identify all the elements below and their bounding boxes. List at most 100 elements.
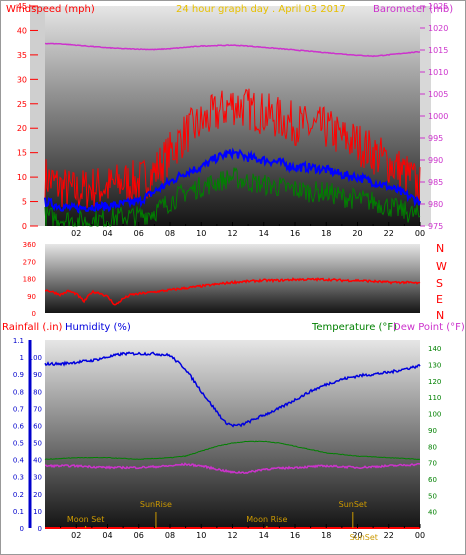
- climate-panel-bg: [45, 340, 420, 528]
- climate-x-tick-label: 08: [165, 531, 175, 540]
- humidity-y-tick-label: 10: [33, 508, 42, 516]
- temp-y-tick-label: 100: [428, 411, 441, 419]
- climate-x-tick-label: 14: [259, 531, 269, 540]
- rain-y-tick-label: 0.7: [13, 405, 24, 413]
- humidity-y-tick-label: 90: [33, 371, 42, 379]
- climate-x-tick-label: 06: [134, 531, 144, 540]
- baro-y-tick-label: 1015: [428, 46, 448, 55]
- event-label: SunRise: [140, 500, 172, 509]
- temp-y-tick-label: 70: [428, 460, 437, 468]
- temp-y-tick-label: 90: [428, 427, 437, 435]
- rain-y-tick-label: 0.8: [13, 388, 24, 396]
- dir-y-tick-label: 0: [32, 310, 36, 318]
- wind-gust-line: [44, 88, 421, 208]
- humidity-y-tick-label: 70: [33, 405, 42, 413]
- humidity-y-tick-label: 60: [33, 422, 42, 430]
- wind-y-tick-label: 45: [17, 2, 27, 11]
- header-center-title: 24 hour graph day . April 03 2017: [176, 4, 346, 15]
- humidity-y-tick-label: 40: [33, 457, 42, 465]
- wind-y-tick-label: 5: [22, 198, 27, 207]
- wind-x-tick-label: 14: [259, 229, 269, 238]
- compass-label-E: E: [436, 293, 443, 306]
- wind-y-tick-label: 25: [17, 100, 27, 109]
- wind-x-tick-label: 22: [384, 229, 394, 238]
- baro-y-tick-label: 995: [428, 134, 443, 143]
- compass-label-N: N: [436, 309, 444, 322]
- wind-y-tick-label: 20: [17, 124, 27, 133]
- dir-y-tick-label: 270: [23, 258, 36, 266]
- wind-x-tick-label: 08: [165, 229, 175, 238]
- dewpoint-axis-title: Dew Point (°F): [393, 322, 465, 333]
- rain-y-tick-label: 1: [20, 354, 24, 362]
- wind-x-tick-label: 06: [134, 229, 144, 238]
- humidity-y-tick-label: 20: [33, 491, 42, 499]
- wind-y-tick-label: 0: [22, 222, 27, 231]
- rain-axis-title: Rainfall (.in): [2, 322, 63, 333]
- humidity-axis-title: Humidity (%): [65, 322, 131, 333]
- baro-y-tick-label: 1000: [428, 112, 448, 121]
- wind-x-tick-label: 04: [102, 229, 112, 238]
- temp-y-tick-label: 110: [428, 394, 441, 402]
- baro-y-tick-label: 1010: [428, 68, 448, 77]
- wind-x-tick-label: 20: [352, 229, 362, 238]
- climate-x-tick-label: 12: [227, 531, 237, 540]
- wind-y-tick-label: 35: [17, 51, 27, 60]
- wind-right-strip: [420, 6, 431, 226]
- wind-low-line: [44, 167, 421, 228]
- event-label: Moon Set: [67, 515, 104, 524]
- baro-y-tick-label: 985: [428, 178, 443, 187]
- climate-x-tick-label: 02: [71, 531, 81, 540]
- rain-y-tick-label: 0.9: [13, 371, 24, 379]
- wind-x-tick-label: 18: [321, 229, 331, 238]
- rain-y-tick-label: 1.1: [13, 337, 24, 345]
- dir-y-tick-label: 180: [23, 276, 36, 284]
- rain-y-tick-label: 0: [20, 525, 24, 533]
- rain-y-tick-label: 0.4: [13, 457, 25, 465]
- wind-direction-line: [45, 277, 421, 306]
- event-label: SunSet: [350, 533, 378, 542]
- baro-y-tick-label: 1025: [428, 2, 448, 11]
- humidity-y-tick-label: 100: [29, 354, 42, 362]
- rain-y-tick-label: 0.2: [13, 491, 24, 499]
- wind-x-tick-label: 12: [227, 229, 237, 238]
- rain-y-tick-label: 0.3: [13, 474, 24, 482]
- barometer-line: [44, 42, 421, 58]
- wind-x-tick-label: 02: [71, 229, 81, 238]
- climate-x-tick-label: 04: [102, 531, 112, 540]
- wind-y-tick-label: 30: [17, 75, 27, 84]
- humidity-y-tick-label: 80: [33, 388, 42, 396]
- wind-average-line: [44, 147, 421, 215]
- dir-y-tick-label: 360: [23, 241, 36, 249]
- baro-y-tick-label: 1005: [428, 90, 448, 99]
- temperature-line: [44, 440, 421, 461]
- rain-y-tick-label: 0.6: [13, 422, 25, 430]
- compass-label-N: N: [436, 242, 444, 255]
- header-right-title: Barometer (mb): [373, 4, 453, 15]
- temp-y-tick-label: 50: [428, 492, 437, 500]
- wind-x-tick-label: 00: [415, 229, 425, 238]
- dir-y-tick-label: 90: [27, 293, 36, 301]
- climate-x-tick-label: 16: [290, 531, 300, 540]
- wind-x-tick-label: 10: [196, 229, 206, 238]
- climate-x-tick-label: 18: [321, 531, 331, 540]
- header-left-title: Windspeed (mph): [6, 4, 95, 15]
- temp-y-tick-label: 60: [428, 476, 437, 484]
- temp-y-tick-label: 140: [428, 345, 441, 353]
- temperature-axis-title: Temperature (°F): [311, 322, 397, 333]
- rain-y-tick-label: 0.1: [13, 508, 24, 516]
- humidity-y-tick-label: 50: [33, 440, 42, 448]
- baro-y-tick-label: 975: [428, 222, 443, 231]
- climate-x-tick-label: 20: [352, 531, 362, 540]
- baro-y-tick-label: 980: [428, 200, 443, 209]
- event-label: Moon Rise: [246, 515, 287, 524]
- climate-x-tick-label: 22: [384, 531, 394, 540]
- wind-left-strip: [30, 6, 45, 226]
- compass-label-W: W: [436, 260, 447, 273]
- baro-y-tick-label: 1020: [428, 24, 448, 33]
- dewpoint-line: [45, 462, 420, 475]
- temp-y-tick-label: 40: [428, 509, 437, 517]
- baro-y-tick-label: 990: [428, 156, 443, 165]
- humidity-y-tick-label: 30: [33, 474, 42, 482]
- event-label: SunSet: [339, 500, 367, 509]
